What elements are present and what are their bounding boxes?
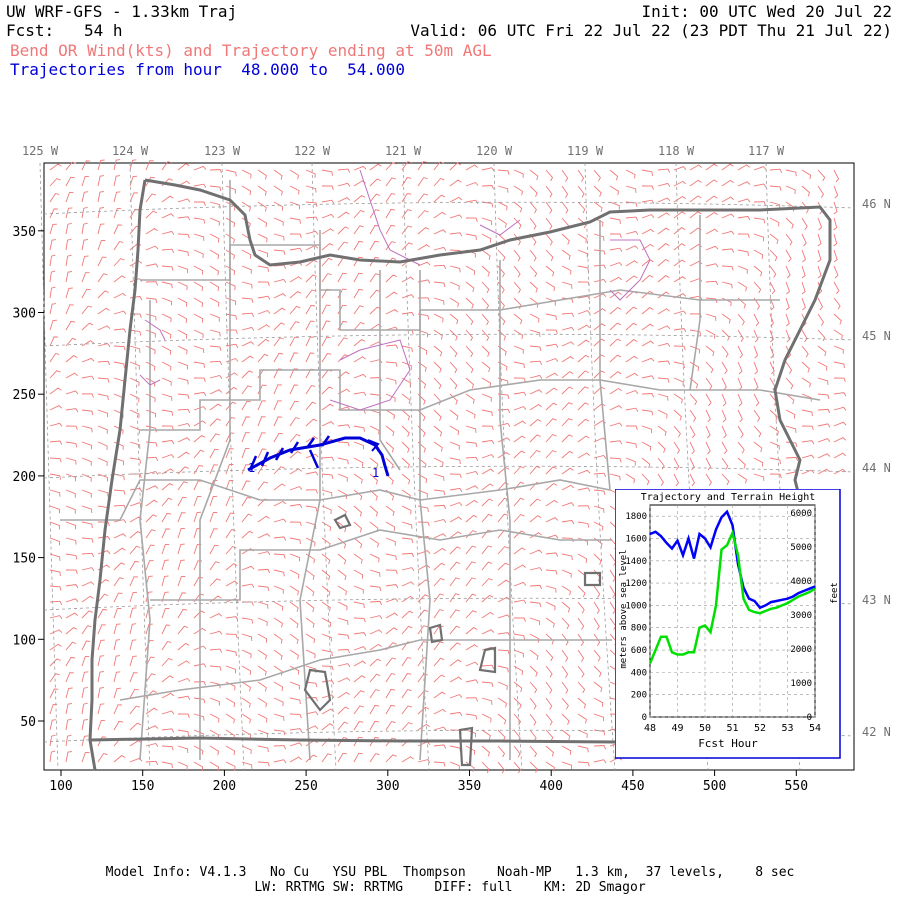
inset-y-tick-right: 1000 xyxy=(790,679,812,689)
inset-y-tick-left: 1200 xyxy=(625,579,647,589)
y-tick-label: 100 xyxy=(13,633,36,648)
county-boundaries xyxy=(60,180,821,761)
inset-x-tick: 53 xyxy=(781,723,793,734)
inset-series xyxy=(648,509,816,664)
inset-x-tick: 50 xyxy=(699,723,711,734)
inset-y-tick-left: 200 xyxy=(631,691,647,701)
map-lakes-outline xyxy=(303,513,602,767)
trajectory-start-label: 1 xyxy=(248,461,255,475)
inset-y-tick-right: 5000 xyxy=(790,543,812,553)
x-tick-label: 150 xyxy=(131,779,154,794)
inset-y-tick-left: 1000 xyxy=(625,601,647,611)
inset-x-tick: 48 xyxy=(644,723,656,734)
longitude-label: 124 W xyxy=(112,144,149,158)
inset-y-tick-right: 4000 xyxy=(790,577,812,587)
inset-y-tick-left: 1800 xyxy=(625,512,647,522)
latitude-label: 45 N xyxy=(862,329,891,343)
inset-y-tick-right: 0 xyxy=(807,713,812,723)
inset-y-tick-left: 800 xyxy=(631,624,647,634)
x-tick-label: 200 xyxy=(213,779,236,794)
inset-title: Trajectory and Terrain Height xyxy=(641,492,816,503)
inset-y-tick-right: 6000 xyxy=(790,509,812,519)
field-description: Bend OR Wind(kts) and Trajectory ending … xyxy=(10,41,492,60)
longitude-label: 122 W xyxy=(294,144,331,158)
longitude-label: 125 W xyxy=(22,144,59,158)
state-boundaries xyxy=(88,178,832,771)
latitude-label: 43 N xyxy=(862,593,891,607)
y-tick-label: 200 xyxy=(13,470,36,485)
map-axes: 100 150 200 250 300 350 400 450 500 5505010015020… xyxy=(13,144,891,794)
y-tick-label: 350 xyxy=(13,225,36,240)
x-tick-label: 400 xyxy=(539,779,562,794)
longitude-label: 118 W xyxy=(658,144,695,158)
model-info-line: Model Info: V4.1.3 No Cu YSU PBL Thompso… xyxy=(105,865,795,880)
trajectory-arrow xyxy=(367,439,380,452)
longitude-label: 123 W xyxy=(204,144,241,158)
inset-y-axis-label-right: feet xyxy=(830,582,840,604)
inset-x-tick: 49 xyxy=(671,723,683,734)
inset-grid xyxy=(649,504,816,718)
x-tick-label: 550 xyxy=(785,779,808,794)
forecast-hour-value: 54 h xyxy=(84,21,123,40)
inset-y-tick-left: 0 xyxy=(642,713,647,723)
inset-y-tick-left: 600 xyxy=(631,646,647,656)
model-title: UW WRF-GFS - 1.33km Traj xyxy=(6,2,238,21)
trajectory-terrain-inset: Trajectory and Terrain Height 48 49 50 51 52… xyxy=(615,489,841,759)
trajectory-path: 1 1 xyxy=(247,435,390,480)
trajectory-barbs xyxy=(248,435,331,471)
x-tick-label: 350 xyxy=(458,779,481,794)
longitude-label: 117 W xyxy=(748,144,785,158)
longitude-label: 120 W xyxy=(476,144,513,158)
inset-x-tick: 54 xyxy=(809,723,821,734)
inset-y-tick-right: 2000 xyxy=(790,645,812,655)
inset-y-tick-left: 1600 xyxy=(625,534,647,544)
x-tick-label: 300 xyxy=(376,779,399,794)
model-physics-line: LW: RRTMG SW: RRTMG DIFF: full KM: 2D Sm… xyxy=(254,880,646,895)
inset-y-axis-label-left: meters above sea level xyxy=(619,549,629,668)
x-tick-label: 100 xyxy=(49,779,72,794)
y-tick-label: 250 xyxy=(13,388,36,403)
terrain-height-line xyxy=(648,529,816,664)
columbia-river-boundary xyxy=(144,178,832,441)
inset-x-tick: 51 xyxy=(726,723,738,734)
x-tick-label: 450 xyxy=(621,779,644,794)
y-tick-label: 300 xyxy=(13,307,36,322)
inset-x-axis-label: Fcst Hour xyxy=(698,737,758,750)
inset-y-tick-right: 3000 xyxy=(790,611,812,621)
latitude-label: 42 N xyxy=(862,725,891,739)
longitude-label: 119 W xyxy=(567,144,604,158)
x-tick-label: 250 xyxy=(294,779,317,794)
x-tick-label: 500 xyxy=(703,779,726,794)
inset-y-tick-left: 1400 xyxy=(625,557,647,567)
oregon-coastline xyxy=(88,179,147,771)
trajectory-hour-range: Trajectories from hour 48.000 to 54.000 xyxy=(10,60,405,79)
latitude-label: 44 N xyxy=(862,461,891,475)
trajectory-height-line xyxy=(649,509,816,610)
forecast-hour-label: Fcst: xyxy=(6,21,55,40)
y-tick-label: 50 xyxy=(20,715,36,730)
y-tick-label: 150 xyxy=(13,552,36,567)
trajectory-end-label: 1 xyxy=(372,466,379,480)
inset-x-tick: 52 xyxy=(754,723,766,734)
init-time: Init: 00 UTC Wed 20 Jul 22 xyxy=(641,2,892,21)
valid-time: Valid: 06 UTC Fri 22 Jul 22 (23 PDT Thu … xyxy=(410,21,892,40)
oregon-south-boundary xyxy=(89,736,616,744)
latitude-label: 46 N xyxy=(862,197,891,211)
longitude-label: 121 W xyxy=(385,144,422,158)
inset-ticks: 48 49 50 51 52 53 5402004006008001000120014001… xyxy=(625,509,821,734)
inset-y-tick-left: 400 xyxy=(631,668,647,678)
